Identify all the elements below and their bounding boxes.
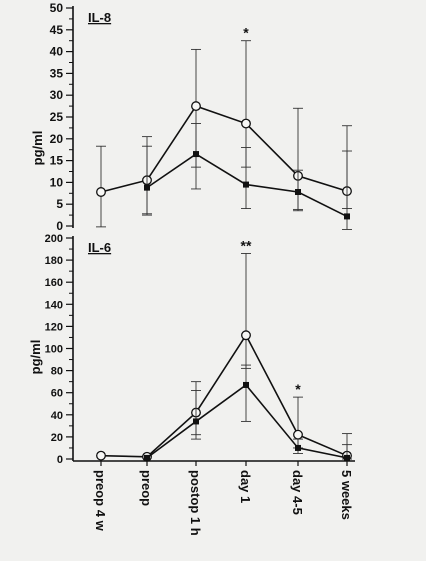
il6-plot-marks: *** <box>96 237 352 462</box>
il8-series-2-point <box>243 181 249 188</box>
il6-panel: 0 20 40 60 80 100 120 140 160 180 200 IL-6 pg/ml *… <box>28 233 355 466</box>
il6-y-tick-label: 200 <box>45 233 63 245</box>
il8-y-axis-label: pg/ml <box>30 131 45 166</box>
il8-series-2-point <box>344 213 350 220</box>
il8-series-1-point <box>191 101 201 112</box>
x-tick-label: preop 4 w <box>93 470 108 532</box>
il8-series-1-point <box>96 187 106 197</box>
x-ticks: preop 4 w preop postop 1 h day 1 day 4-5 5 we… <box>93 461 354 536</box>
il8-y-tick-label: 5 <box>56 197 63 211</box>
il8-series-1-line <box>100 105 348 193</box>
x-tick-label: 5 weeks <box>339 470 354 520</box>
il6-series-2-point <box>344 454 350 461</box>
il8-y-tick-label: 15 <box>50 154 64 168</box>
il8-series-2-point <box>193 151 199 158</box>
il8-y-tick-label: 30 <box>50 88 64 102</box>
il8-series-2-point <box>295 188 301 195</box>
il6-y-tick-label: 40 <box>51 410 63 422</box>
il6-series-2-point <box>295 444 301 451</box>
x-tick-label: day 4-5 <box>290 470 305 515</box>
il8-series-1-point <box>241 118 251 129</box>
il8-significance-marker: * <box>243 25 249 41</box>
il6-y-axis-label: pg/ml <box>28 340 43 375</box>
x-tick-label: postop 1 h <box>188 470 203 536</box>
il8-y-tick-label: 50 <box>50 1 64 15</box>
il6-panel-label: IL-6 <box>88 240 111 255</box>
il8-panel-label: IL-8 <box>88 10 111 25</box>
x-tick-label: preop <box>139 470 154 506</box>
il6-y-tick-label: 120 <box>45 321 63 333</box>
il6-series-1-point <box>96 450 106 461</box>
il8-y-tick-label: 40 <box>50 45 64 59</box>
il6-y-tick-label: 80 <box>51 366 63 378</box>
il6-y-tick-label: 0 <box>57 454 63 466</box>
il6-series-1-line <box>100 333 348 458</box>
x-tick-label: day 1 <box>238 470 253 503</box>
il6-series-2-point <box>243 381 249 388</box>
il6-y-tick-label: 60 <box>51 388 63 400</box>
il8-y-ticks: 0 5 10 15 20 25 30 35 40 45 50 <box>50 1 73 233</box>
il6-significance-marker: * <box>295 381 301 397</box>
il6-significance-marker: ** <box>241 237 252 253</box>
il8-plot-marks: * <box>96 25 352 230</box>
il8-y-tick-label: 10 <box>50 175 64 189</box>
il6-y-tick-label: 140 <box>45 299 63 311</box>
il6-series-2-point <box>144 454 150 461</box>
il6-y-tick-label: 20 <box>51 432 63 444</box>
il8-series-2-point <box>144 184 150 191</box>
il6-y-ticks: 0 20 40 60 80 100 120 140 160 180 200 <box>45 233 73 466</box>
il8-panel: 0 5 10 15 20 25 30 35 40 45 50 IL-8 pg/ml * <box>30 1 352 233</box>
il8-y-tick-label: 25 <box>50 110 64 124</box>
il6-y-tick-label: 160 <box>45 277 63 289</box>
il6-series-1-point <box>241 330 251 341</box>
il8-y-tick-label: 20 <box>50 132 64 146</box>
il8-y-tick-label: 35 <box>50 66 64 80</box>
il8-y-tick-label: 45 <box>50 23 64 37</box>
il6-y-tick-label: 180 <box>45 255 63 267</box>
il8-y-tick-label: 0 <box>56 219 63 233</box>
il6-y-tick-label: 100 <box>45 344 63 356</box>
il6-series-1-point <box>293 429 303 440</box>
il6-series-2-point <box>193 418 199 425</box>
